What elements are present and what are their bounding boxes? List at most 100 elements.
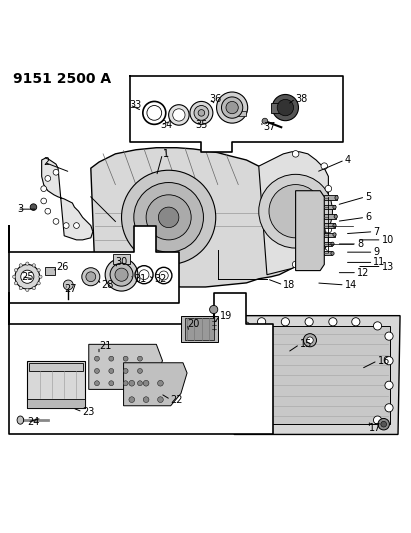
Circle shape xyxy=(226,101,238,114)
Circle shape xyxy=(115,268,128,281)
Circle shape xyxy=(385,332,393,340)
Polygon shape xyxy=(259,152,328,274)
Circle shape xyxy=(272,94,298,120)
Polygon shape xyxy=(296,191,324,271)
Circle shape xyxy=(138,356,143,361)
Text: 31: 31 xyxy=(134,274,146,284)
Text: 22: 22 xyxy=(171,394,183,405)
Text: 15: 15 xyxy=(300,340,312,349)
Circle shape xyxy=(14,269,18,272)
Polygon shape xyxy=(9,293,273,434)
Circle shape xyxy=(303,334,316,347)
Circle shape xyxy=(19,264,23,267)
Text: 32: 32 xyxy=(154,274,167,284)
Bar xyxy=(324,205,335,209)
Circle shape xyxy=(138,368,143,374)
Circle shape xyxy=(122,170,216,264)
Polygon shape xyxy=(89,344,162,390)
Bar xyxy=(242,326,390,424)
Polygon shape xyxy=(232,316,400,434)
Text: 9: 9 xyxy=(374,247,380,257)
Circle shape xyxy=(385,357,393,365)
Circle shape xyxy=(321,163,328,169)
Circle shape xyxy=(95,368,99,374)
Circle shape xyxy=(262,118,268,124)
Text: 9151 2500 A: 9151 2500 A xyxy=(13,72,111,86)
Text: 12: 12 xyxy=(357,268,369,278)
Circle shape xyxy=(281,318,289,326)
Text: 19: 19 xyxy=(220,311,232,321)
Circle shape xyxy=(374,416,382,424)
Circle shape xyxy=(194,106,209,120)
Text: 1: 1 xyxy=(162,149,169,159)
Polygon shape xyxy=(130,76,343,152)
Text: 17: 17 xyxy=(369,423,382,433)
Circle shape xyxy=(105,259,138,291)
Bar xyxy=(324,252,332,255)
Circle shape xyxy=(123,381,128,386)
Circle shape xyxy=(41,198,46,204)
Circle shape xyxy=(25,288,29,292)
Text: 33: 33 xyxy=(130,100,142,110)
Circle shape xyxy=(123,356,128,361)
Bar xyxy=(27,399,85,408)
Circle shape xyxy=(74,223,79,229)
Bar xyxy=(45,268,55,274)
Circle shape xyxy=(39,275,42,278)
Circle shape xyxy=(41,186,46,191)
Circle shape xyxy=(292,151,299,157)
Bar xyxy=(27,361,85,408)
Circle shape xyxy=(325,227,332,233)
Text: 27: 27 xyxy=(64,284,77,294)
Polygon shape xyxy=(91,148,296,287)
Text: 24: 24 xyxy=(27,417,40,427)
Circle shape xyxy=(37,281,40,285)
Bar xyxy=(29,363,83,371)
Circle shape xyxy=(30,204,37,211)
Circle shape xyxy=(277,99,293,116)
Polygon shape xyxy=(124,363,187,406)
Circle shape xyxy=(109,381,114,386)
Circle shape xyxy=(82,268,100,286)
Text: 7: 7 xyxy=(374,227,380,237)
Bar xyxy=(324,223,335,228)
Circle shape xyxy=(385,403,393,412)
Polygon shape xyxy=(9,225,179,303)
Ellipse shape xyxy=(333,205,336,209)
Circle shape xyxy=(53,169,59,175)
Circle shape xyxy=(259,174,332,248)
Circle shape xyxy=(143,381,149,386)
Text: 2: 2 xyxy=(44,157,50,167)
Circle shape xyxy=(63,280,73,290)
Circle shape xyxy=(14,281,18,285)
Circle shape xyxy=(21,270,34,284)
Text: 5: 5 xyxy=(365,192,372,202)
Circle shape xyxy=(385,381,393,390)
Circle shape xyxy=(222,97,243,118)
Text: 25: 25 xyxy=(21,272,34,282)
Text: 26: 26 xyxy=(56,262,68,271)
Circle shape xyxy=(95,381,99,386)
Bar xyxy=(181,316,218,342)
Circle shape xyxy=(381,421,387,427)
Text: 34: 34 xyxy=(160,120,173,130)
Text: 18: 18 xyxy=(283,280,296,290)
Circle shape xyxy=(157,397,163,402)
Circle shape xyxy=(242,357,251,365)
Circle shape xyxy=(198,110,205,116)
Circle shape xyxy=(37,269,40,272)
Circle shape xyxy=(242,338,251,346)
Text: 23: 23 xyxy=(83,407,95,417)
Circle shape xyxy=(134,182,203,252)
Ellipse shape xyxy=(334,215,337,219)
Circle shape xyxy=(110,263,133,286)
Circle shape xyxy=(129,397,135,402)
Circle shape xyxy=(45,175,51,181)
Ellipse shape xyxy=(331,242,334,246)
Text: 28: 28 xyxy=(101,280,113,290)
Circle shape xyxy=(242,322,250,330)
Circle shape xyxy=(217,92,248,123)
Text: 13: 13 xyxy=(382,262,394,271)
Circle shape xyxy=(86,272,96,281)
Ellipse shape xyxy=(333,233,336,237)
